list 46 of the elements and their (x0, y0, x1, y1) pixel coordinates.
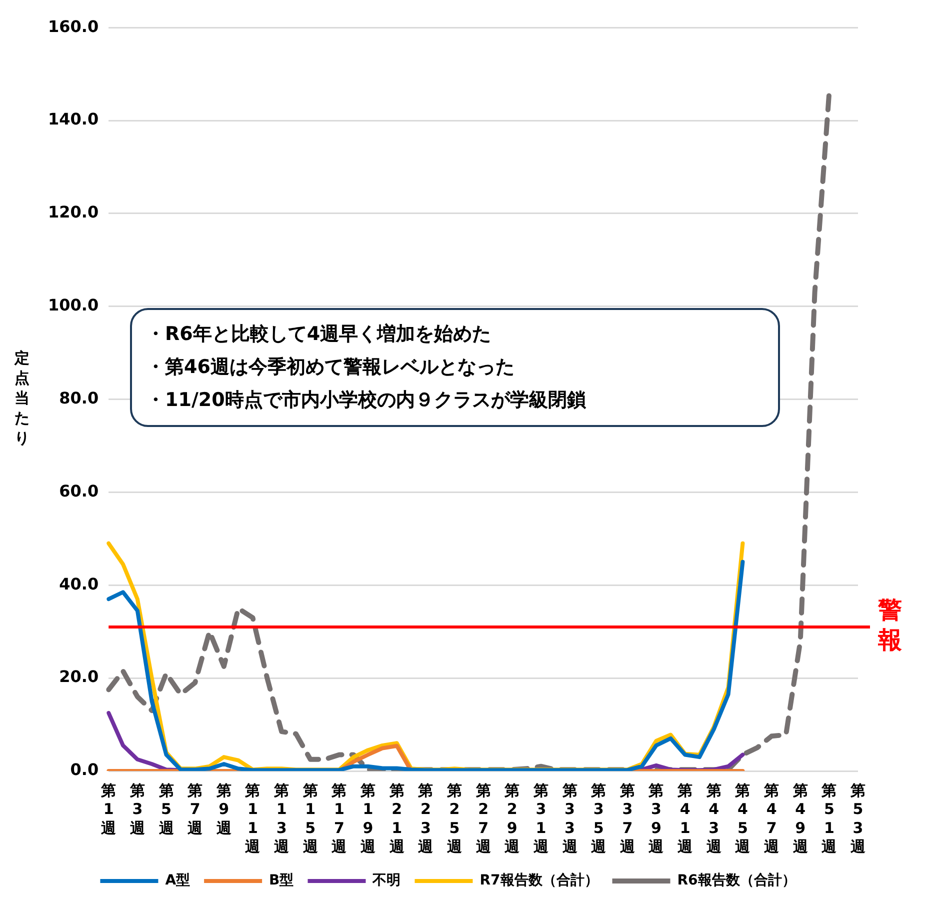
x-tick-label: 第47週 (763, 781, 780, 856)
x-tick-label: 第21週 (388, 781, 406, 856)
x-tick-label: 第23週 (417, 781, 434, 856)
y-tick-label: 20.0 (59, 667, 99, 686)
x-tick-label: 第43週 (705, 781, 722, 856)
x-tick-label: 第35週 (590, 781, 608, 856)
x-tick-label: 第11週 (244, 781, 262, 856)
annotation: ・11/20時点で市内小学校の内９クラスが学級閉鎖 (146, 388, 587, 413)
x-tick-label: 第31週 (532, 781, 550, 856)
x-tick-label: 第29週 (504, 781, 521, 856)
y-axis-title: 定点当たり (14, 349, 30, 448)
x-tick-label: 第7週 (186, 781, 204, 837)
x-tick-label: 第49週 (792, 781, 809, 856)
x-tick-label: 第1週 (100, 781, 118, 837)
x-tick-label: 第15週 (302, 781, 319, 856)
legend-label: R6報告数（合計） (677, 872, 796, 889)
legend-label: 不明 (372, 872, 401, 889)
y-tick-label: 40.0 (59, 574, 99, 594)
legend-label: B型 (269, 872, 294, 889)
x-tick-label: 第51週 (820, 781, 838, 856)
x-tick-label: 第19週 (360, 781, 377, 856)
x-tick-label: 第25週 (446, 781, 463, 856)
x-tick-label: 第45週 (734, 781, 752, 856)
x-tick-label: 第5週 (158, 781, 175, 837)
y-tick-label: 0.0 (70, 760, 99, 780)
x-tick-label: 第3週 (128, 781, 146, 837)
annotation: ・R6年と比較して4週早く増加を始めた (146, 322, 492, 347)
y-tick-label: 120.0 (48, 202, 99, 222)
ref-line-label: 警報 (877, 596, 902, 654)
legend-label: A型 (165, 872, 190, 889)
x-tick-label: 第37週 (618, 781, 636, 856)
annotation: ・第46週は今季初めて警報レベルとなった (146, 355, 516, 380)
x-tick-label: 第13週 (273, 781, 290, 856)
y-tick-label: 140.0 (48, 110, 99, 129)
x-tick-label: 第27週 (474, 781, 492, 856)
legend-label: R7報告数（合計） (480, 872, 598, 889)
y-tick-label: 160.0 (48, 16, 99, 36)
x-tick-label: 第53週 (850, 781, 866, 856)
x-tick-label: 第17週 (330, 781, 348, 856)
x-tick-label: 第39週 (648, 781, 665, 856)
x-tick-label: 第33週 (561, 781, 578, 856)
x-tick-label: 第9週 (215, 781, 232, 837)
y-tick-label: 80.0 (59, 388, 99, 408)
y-tick-label: 60.0 (59, 481, 99, 500)
x-tick-label: 第41週 (676, 781, 694, 856)
y-tick-label: 100.0 (48, 296, 99, 315)
